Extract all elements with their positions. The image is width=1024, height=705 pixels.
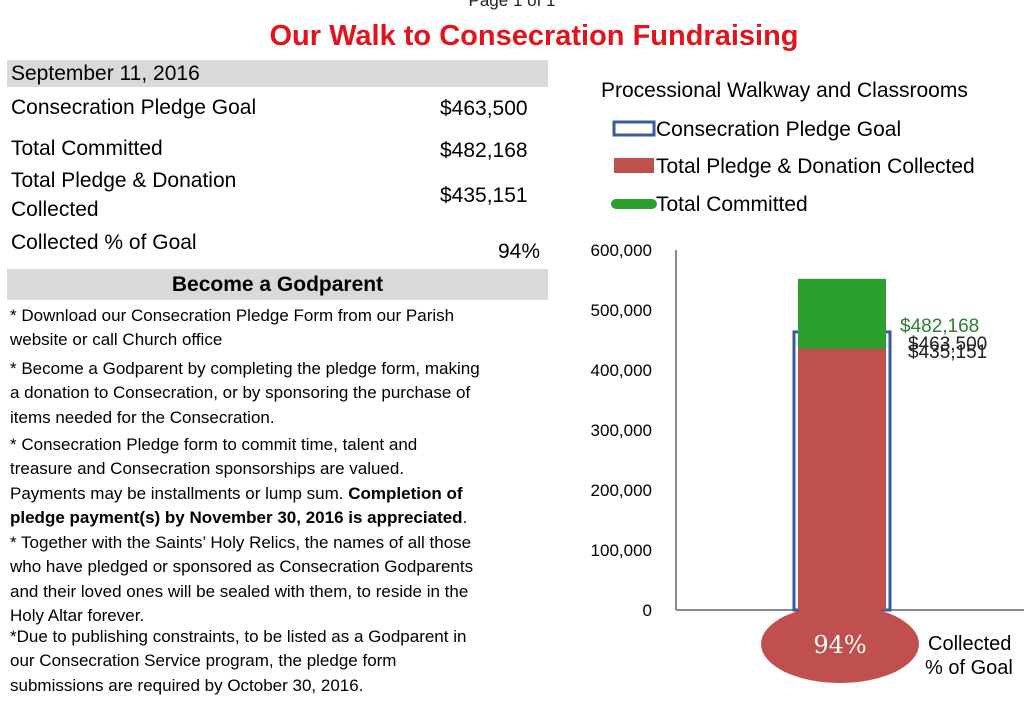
- text-line: * Together with the Saints’ Holy Relics,…: [10, 533, 472, 552]
- y-axis-ticks: 600,000 500,000 400,000 300,000 200,000 100,0…: [591, 241, 652, 620]
- godparent-paragraph-1: * Download our Consecration Pledge Form …: [10, 304, 550, 353]
- page-header: Page 1 of 1: [468, 0, 556, 10]
- text-line: .: [462, 507, 468, 527]
- summary-collected-label-2: Collected: [11, 198, 99, 221]
- text-line: * Download our Consecration Pledge Form …: [10, 306, 455, 325]
- godparent-paragraph-4: * Together with the Saints’ Holy Relics,…: [10, 531, 550, 628]
- legend-swatch-goal: [612, 120, 656, 137]
- text-line: and their loved ones will be sealed with…: [10, 581, 469, 601]
- godparent-paragraph-3: * Consecration Pledge form to commit tim…: [10, 433, 550, 530]
- text-line: who have pledged or sponsored as Consecr…: [10, 557, 474, 577]
- y-tick-label: 0: [643, 601, 652, 620]
- page-title: Our Walk to Consecration Fundraising: [269, 20, 799, 52]
- text-line: treasure and Consecration sponsorships a…: [10, 459, 405, 479]
- bold-text: Completion of: [348, 483, 463, 503]
- y-tick-label: 400,000: [591, 361, 652, 380]
- gauge-percentage: 94%: [813, 631, 866, 659]
- text-line: website or call Church office: [10, 330, 223, 350]
- text-line: Payments may be installments or lump sum…: [10, 483, 349, 503]
- text-line: submissions are required by October 30, …: [10, 675, 364, 695]
- text-line: * Consecration Pledge form to commit tim…: [10, 435, 418, 454]
- y-tick-label: 100,000: [591, 541, 652, 560]
- summary-goal-label: Consecration Pledge Goal: [11, 96, 257, 119]
- y-tick-label: 600,000: [591, 241, 652, 260]
- bar-total-collected: [798, 348, 886, 610]
- y-tick-label: 200,000: [591, 481, 652, 500]
- legend-label-goal: Consecration Pledge Goal: [656, 118, 901, 141]
- godparent-heading: Become a Godparent: [7, 269, 548, 300]
- data-label-goal: $463,500: [908, 334, 987, 355]
- date-bar: September 11, 2016: [7, 60, 548, 87]
- legend-label-collected: Total Pledge & Donation Collected: [656, 155, 975, 178]
- data-label-committed: $482,168: [900, 316, 979, 337]
- summary-collected-value: $435,151: [440, 184, 528, 207]
- y-tick-label: 300,000: [591, 421, 652, 440]
- summary-pct-value: 94%: [498, 240, 541, 263]
- text-line: * Become a Godparent by completing the p…: [10, 359, 480, 378]
- fundraising-chart: Processional Walkway and Classrooms Cons…: [591, 79, 1024, 683]
- godparent-paragraph-2: * Become a Godparent by completing the p…: [10, 357, 550, 430]
- summary-goal-value: $463,500: [440, 97, 528, 120]
- legend-label-committed: Total Committed: [656, 193, 808, 216]
- godparent-paragraph-5: *Due to publishing constraints, to be li…: [10, 625, 550, 698]
- summary-pct-label: Collected % of Goal: [11, 231, 197, 254]
- gauge-ellipse: [761, 605, 919, 683]
- y-tick-label: 500,000: [591, 301, 652, 320]
- data-label-collected: $435,151: [908, 342, 987, 363]
- text-line: our Consecration Service program, the pl…: [10, 651, 397, 671]
- summary-collected-label: Total Pledge & Donation: [11, 169, 237, 192]
- summary-committed-label: Total Committed: [11, 137, 163, 160]
- bold-text: pledge payment(s) by November 30, 2016 i…: [10, 507, 463, 527]
- text-line: a donation to Consecration, or by sponso…: [10, 383, 471, 403]
- gauge-label-2: % of Goal: [925, 657, 1013, 679]
- text-line: items needed for the Consecration.: [10, 407, 275, 427]
- gauge-label-1: Collected: [928, 633, 1011, 655]
- chart-title: Processional Walkway and Classrooms: [601, 79, 968, 102]
- legend-swatch-collected: [614, 158, 654, 173]
- text-line: *Due to publishing constraints, to be li…: [10, 627, 467, 646]
- text-line: Holy Altar forever.: [10, 605, 145, 625]
- summary-committed-value: $482,168: [440, 139, 528, 162]
